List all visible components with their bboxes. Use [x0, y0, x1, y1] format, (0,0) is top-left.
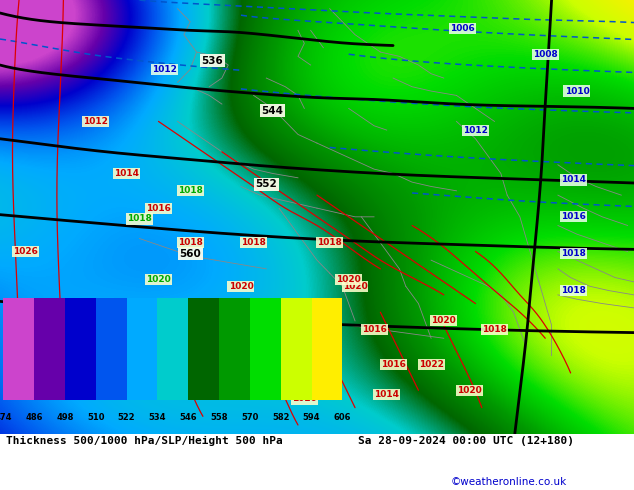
- Text: 486: 486: [25, 414, 42, 422]
- Text: 1020: 1020: [431, 317, 456, 325]
- Text: 1014: 1014: [374, 390, 399, 399]
- Text: 522: 522: [118, 414, 135, 422]
- Bar: [311, 298, 342, 400]
- Text: 1012: 1012: [152, 65, 178, 74]
- Text: 1018: 1018: [561, 286, 586, 295]
- Text: 1014: 1014: [561, 175, 586, 184]
- Bar: [127, 298, 157, 400]
- Text: 560: 560: [179, 249, 201, 259]
- Text: 552: 552: [256, 179, 277, 189]
- Text: 1016: 1016: [361, 325, 387, 334]
- Text: 1016: 1016: [380, 360, 406, 369]
- Text: 1020: 1020: [336, 275, 361, 284]
- Bar: [281, 298, 311, 400]
- Text: 474: 474: [0, 414, 12, 422]
- Text: 582: 582: [272, 414, 290, 422]
- Text: 1016: 1016: [146, 204, 171, 213]
- Text: 594: 594: [303, 414, 320, 422]
- Text: 1022: 1022: [165, 368, 190, 377]
- Text: 1014: 1014: [114, 169, 139, 178]
- Text: 1022: 1022: [418, 360, 444, 369]
- Text: 1018: 1018: [482, 325, 507, 334]
- Text: 1018: 1018: [241, 238, 266, 247]
- Text: Thickness 500/1000 hPa/SLP/Height 500 hPa: Thickness 500/1000 hPa/SLP/Height 500 hP…: [6, 437, 283, 446]
- Text: 498: 498: [56, 414, 74, 422]
- Text: 1010: 1010: [564, 87, 590, 96]
- Bar: [250, 298, 281, 400]
- Text: 570: 570: [241, 414, 259, 422]
- Text: 558: 558: [210, 414, 228, 422]
- Text: 1020: 1020: [146, 275, 171, 284]
- Text: 1012: 1012: [463, 125, 488, 135]
- Text: 1008: 1008: [533, 49, 558, 59]
- Text: 1018: 1018: [127, 215, 152, 223]
- Text: 1026: 1026: [13, 247, 38, 256]
- Text: 510: 510: [87, 414, 105, 422]
- Text: 1016: 1016: [561, 212, 586, 221]
- Text: 1018: 1018: [178, 238, 203, 247]
- Bar: [3, 298, 34, 400]
- Text: 534: 534: [148, 414, 166, 422]
- Text: 1020: 1020: [342, 282, 368, 291]
- Text: 568: 568: [249, 324, 271, 335]
- Bar: [188, 298, 219, 400]
- Text: Sa 28-09-2024 00:00 UTC (12+180): Sa 28-09-2024 00:00 UTC (12+180): [358, 437, 574, 446]
- Text: 1012: 1012: [292, 368, 317, 377]
- Text: 1020: 1020: [292, 394, 317, 403]
- Bar: [96, 298, 127, 400]
- Text: 568: 568: [87, 324, 109, 335]
- Text: 1022: 1022: [82, 368, 108, 377]
- Text: 546: 546: [179, 414, 197, 422]
- Bar: [219, 298, 250, 400]
- Text: 1018: 1018: [561, 249, 586, 258]
- Text: 1020: 1020: [456, 386, 482, 395]
- Text: 1018: 1018: [178, 186, 203, 196]
- Bar: [65, 298, 96, 400]
- Bar: [157, 298, 188, 400]
- Text: 544: 544: [262, 105, 283, 116]
- Text: 536: 536: [202, 56, 223, 66]
- Text: 1012: 1012: [82, 117, 108, 126]
- Text: 1020: 1020: [228, 282, 254, 291]
- Text: ©weatheronline.co.uk: ©weatheronline.co.uk: [450, 477, 566, 487]
- Text: 1006: 1006: [450, 24, 476, 33]
- Bar: [34, 298, 65, 400]
- Text: 606: 606: [333, 414, 351, 422]
- Text: 1018: 1018: [317, 238, 342, 247]
